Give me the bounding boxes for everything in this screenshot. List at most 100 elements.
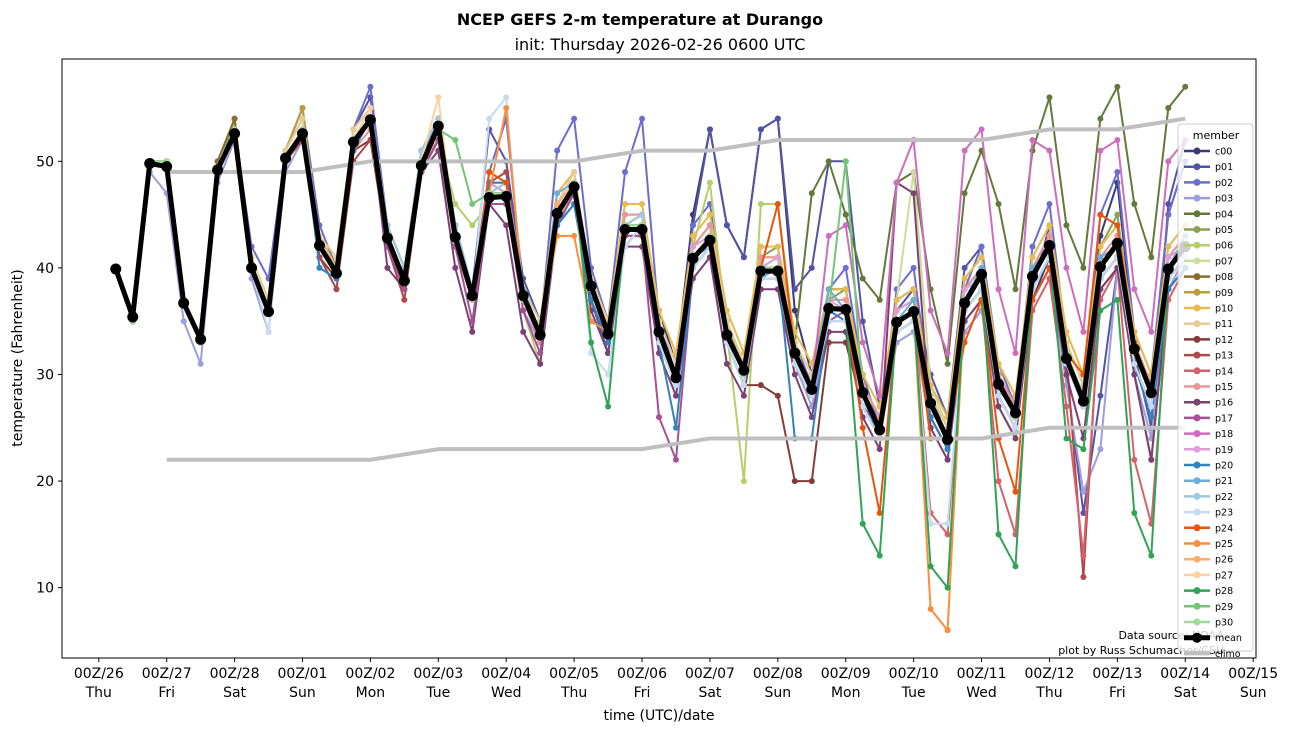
point-p01: [740, 254, 747, 261]
point-mean: [110, 263, 122, 275]
point-mean: [534, 329, 546, 341]
legend-item-p12: p12: [1184, 335, 1233, 346]
legend-item-p17: p17: [1184, 413, 1233, 424]
point-mean: [246, 262, 258, 274]
point-p28: [588, 339, 595, 346]
legend-item-p23: p23: [1184, 508, 1233, 519]
point-p01: [1097, 392, 1104, 399]
point-p01: [791, 286, 798, 293]
x-tick-label: 00Z/02: [345, 666, 395, 682]
legend-item-p25: p25: [1184, 539, 1233, 550]
point-p06: [469, 222, 476, 229]
point-p18: [1046, 147, 1053, 154]
series-group: [110, 83, 1191, 634]
point-p28: [1131, 510, 1138, 517]
point-p18: [842, 222, 849, 229]
point-p16: [791, 371, 798, 378]
point-mean: [823, 302, 835, 314]
point-p01: [757, 126, 764, 133]
point-p04: [825, 158, 832, 165]
legend-label: p30: [1215, 618, 1233, 629]
point-p14: [1131, 456, 1138, 463]
legend-marker: [1193, 571, 1201, 579]
point-mean: [908, 306, 920, 318]
y-tick-label: 20: [36, 474, 54, 490]
point-mean: [772, 265, 784, 277]
point-mean: [857, 387, 869, 399]
point-p23: [503, 94, 510, 101]
point-p23: [265, 328, 272, 335]
point-p18: [1012, 350, 1019, 357]
legend-label: p09: [1215, 288, 1233, 299]
point-mean: [891, 316, 903, 328]
point-p17: [520, 307, 527, 314]
point-p16: [537, 360, 544, 367]
legend-marker: [1193, 414, 1201, 422]
point-p18: [876, 392, 883, 399]
point-p24: [1114, 222, 1121, 229]
point-mean: [483, 192, 495, 204]
point-p02: [639, 115, 646, 122]
point-mean: [178, 297, 190, 309]
point-p11: [571, 168, 578, 175]
point-p16: [605, 350, 612, 357]
legend-marker: [1193, 288, 1201, 296]
legend-item-p26: p26: [1184, 555, 1233, 566]
x-tick-day-label: Fri: [1109, 685, 1126, 701]
legend-item-p22: p22: [1184, 492, 1233, 503]
legend-label: p26: [1215, 555, 1233, 566]
point-p27: [367, 105, 374, 112]
legend-marker: [1193, 304, 1201, 312]
chart-subtitle: init: Thursday 2026-02-26 0600 UTC: [515, 35, 806, 54]
legend-item-p05: p05: [1184, 225, 1233, 236]
point-p23: [1131, 360, 1138, 367]
point-p28: [1063, 435, 1070, 442]
point-p10: [842, 286, 849, 293]
point-p16: [808, 414, 815, 421]
point-p18: [1114, 137, 1121, 144]
point-p23: [740, 382, 747, 389]
x-tick-label: 00Z/06: [617, 666, 667, 682]
x-tick-day-label: Sun: [765, 685, 792, 701]
legend-label: p13: [1215, 351, 1233, 362]
point-p29: [452, 137, 459, 144]
legend-item-p03: p03: [1184, 194, 1233, 205]
point-mean: [229, 128, 241, 140]
point-p10: [774, 243, 781, 250]
legend-item-p24: p24: [1184, 523, 1233, 534]
point-p20: [605, 339, 612, 346]
point-p04: [808, 190, 815, 197]
point-p10: [706, 211, 713, 218]
point-p19: [961, 286, 968, 293]
point-p04: [1182, 83, 1189, 90]
point-p07: [910, 168, 917, 175]
axis-ticks: 10 20 30 40 50 00Z/26 Thu 00Z/27 Fri 00Z/28 Sat 00Z…: [36, 154, 1278, 701]
legend-marker: [1193, 210, 1201, 218]
point-p16: [384, 264, 391, 271]
point-p02: [1165, 211, 1172, 218]
point-mean: [976, 268, 988, 280]
point-p18: [1131, 286, 1138, 293]
legend-label: p29: [1215, 602, 1233, 613]
x-tick-label: 00Z/10: [889, 666, 939, 682]
x-tick-day-label: Sun: [289, 685, 316, 701]
point-p10: [1165, 243, 1172, 250]
point-p24: [503, 179, 510, 186]
point-p12: [808, 478, 815, 485]
point-p10: [1046, 222, 1053, 229]
legend-label: p01: [1215, 162, 1233, 173]
legend-item-p27: p27: [1184, 570, 1233, 581]
legend-marker: [1193, 335, 1201, 343]
point-mean: [313, 240, 325, 252]
point-p15: [842, 296, 849, 303]
legend-marker: [1193, 587, 1201, 595]
point-mean: [517, 290, 529, 302]
legend-item-p04: p04: [1184, 209, 1233, 220]
point-p25: [927, 605, 934, 612]
legend-marker: [1193, 147, 1201, 155]
climo-min-line: [166, 425, 1186, 462]
point-p03: [1080, 488, 1087, 495]
point-p10: [910, 286, 917, 293]
point-p23: [995, 392, 1002, 399]
point-p23: [927, 520, 934, 527]
